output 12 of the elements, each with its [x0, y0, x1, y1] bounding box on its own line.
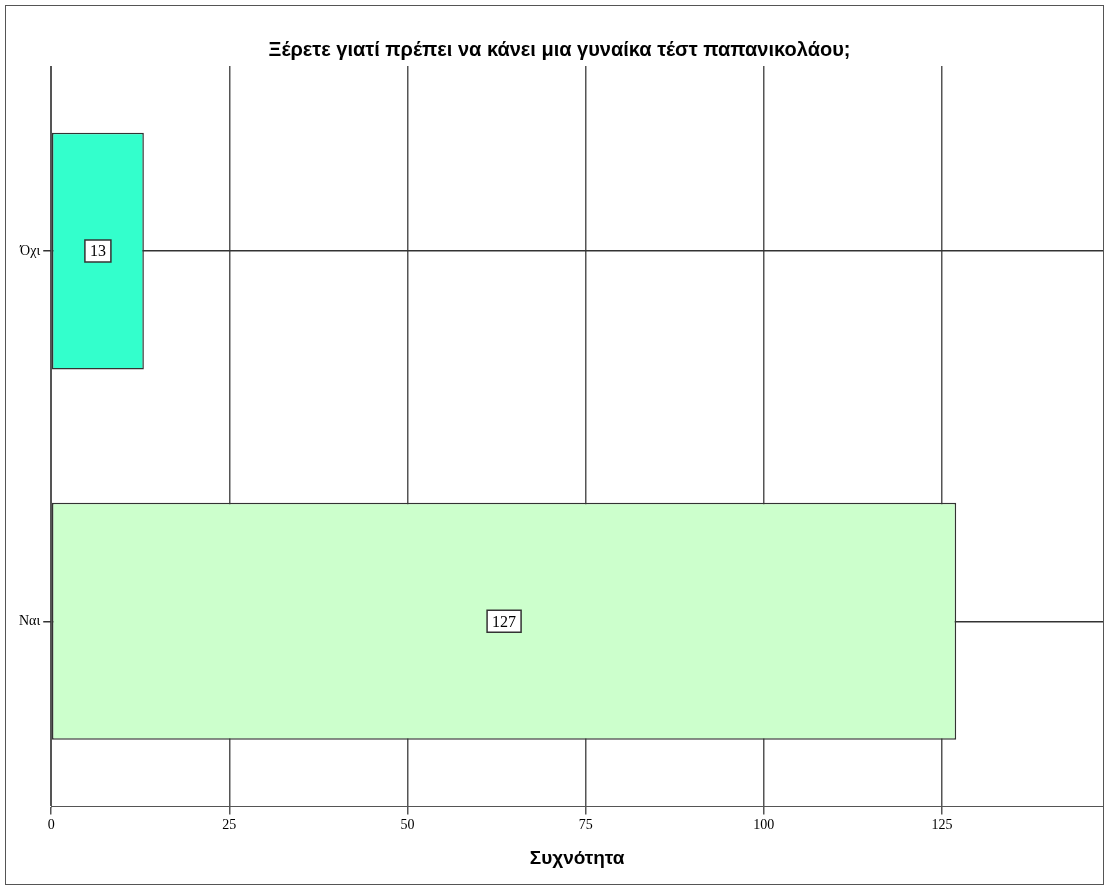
- x-tick-label: 25: [222, 817, 237, 833]
- y-tick-label: Ναι: [18, 612, 41, 628]
- data-label: 13: [89, 242, 106, 260]
- y-tick-label: Όχι: [19, 242, 41, 258]
- x-tick-label: 0: [47, 817, 55, 833]
- x-tick-label: 75: [578, 817, 593, 833]
- data-label: 127: [492, 612, 517, 630]
- x-tick-label: 100: [753, 817, 775, 833]
- x-axis-title: Συχνότητα: [529, 846, 625, 868]
- x-tick-label: 50: [400, 817, 415, 833]
- chart-title: Ξέρετε γιατί πρέπει να κάνει μια γυναίκα τέστ παπανικολάου;: [268, 37, 851, 60]
- x-tick-label: 125: [931, 817, 953, 833]
